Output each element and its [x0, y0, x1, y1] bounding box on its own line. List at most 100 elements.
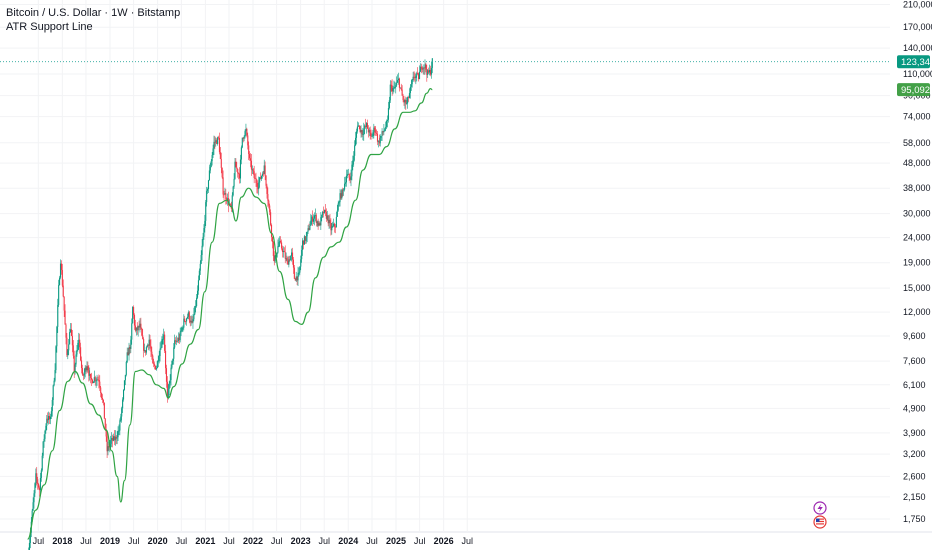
candle [298, 267, 300, 277]
candle-body [125, 361, 127, 375]
candle-body [158, 356, 160, 362]
candle [390, 80, 392, 92]
candle [253, 165, 255, 184]
candle-body [302, 240, 305, 245]
candle [223, 190, 225, 201]
candle [282, 246, 284, 258]
candle [321, 214, 323, 222]
candle [67, 348, 69, 360]
candle-body [149, 339, 151, 346]
candle-body [361, 130, 363, 135]
candle-body [353, 155, 355, 161]
candle-body [269, 205, 271, 213]
candle [71, 329, 73, 353]
candle-body [199, 263, 201, 271]
candle-body [277, 246, 279, 253]
candle-body [303, 236, 305, 245]
candle [52, 384, 54, 406]
candle-body [395, 85, 397, 88]
candle [33, 490, 35, 509]
candle-body [99, 381, 101, 388]
candle [311, 214, 313, 225]
candle [404, 98, 406, 109]
candle [123, 380, 126, 391]
candle [394, 81, 396, 89]
candle [125, 360, 127, 377]
event-icons[interactable] [813, 501, 827, 529]
candle [137, 325, 139, 337]
candle [110, 435, 112, 449]
candle-body [407, 97, 410, 99]
candle [340, 190, 342, 200]
candle [76, 344, 78, 357]
candle [314, 208, 316, 222]
candlestick-series [28, 58, 433, 550]
candle-body [355, 131, 358, 138]
candle [264, 161, 266, 181]
candle-body [203, 228, 205, 237]
lightning-event-icon[interactable] [813, 501, 827, 515]
candle-body [314, 215, 316, 216]
candle [200, 250, 202, 265]
candle-body [80, 360, 83, 369]
candle-body [358, 125, 360, 127]
candle [292, 256, 294, 274]
candle [381, 128, 383, 141]
candle [218, 132, 221, 155]
candle-body [284, 252, 286, 259]
candle [189, 316, 191, 327]
candle-body [161, 339, 163, 348]
indicator-label[interactable]: ATR Support Line [6, 21, 93, 33]
candle-body [78, 339, 80, 343]
candle-body [163, 334, 165, 339]
candle-body [140, 323, 142, 329]
candle-body [144, 350, 147, 353]
candle [341, 188, 343, 200]
candle-body [180, 330, 182, 332]
candle-body [299, 266, 301, 273]
candle-body [321, 214, 323, 218]
candle [172, 358, 174, 365]
us-flag-event-icon[interactable] [813, 515, 827, 529]
candle [179, 327, 181, 343]
candle [313, 212, 316, 226]
y-tick-label: 6,100 [903, 380, 926, 390]
candle-body [399, 87, 401, 89]
candle-body [374, 127, 376, 131]
candle [304, 236, 306, 244]
candle [58, 279, 60, 307]
candle-body [387, 108, 390, 120]
candle-body [397, 78, 400, 81]
candle [91, 372, 93, 386]
candle-body [392, 88, 394, 92]
candle-body [234, 161, 236, 179]
candle [116, 430, 118, 445]
candle [131, 318, 133, 345]
candle-body [198, 270, 200, 281]
y-tick-label: 2,600 [903, 471, 926, 481]
candle [207, 187, 209, 194]
candle [63, 296, 65, 317]
candle-body [40, 470, 42, 478]
candle [250, 154, 252, 176]
candle-body [53, 380, 55, 386]
candle [153, 358, 155, 368]
candle [119, 418, 121, 436]
candle-body [127, 352, 129, 356]
candle [91, 378, 94, 384]
candle [217, 135, 220, 140]
y-tick-label: 19,000 [903, 258, 931, 268]
time-axis[interactable]: Jul 2018 Jul 2019 Jul 2020 Jul 2021 Jul 2022 Jul 20… [33, 536, 473, 546]
symbol-title[interactable]: Bitcoin / U.S. Dollar · 1W · Bitstamp [6, 7, 181, 19]
candle-body [390, 84, 392, 86]
candle-body [46, 418, 48, 426]
candle [164, 331, 166, 353]
candle-body [204, 220, 206, 229]
candle-body [122, 389, 125, 400]
candle-body [233, 178, 235, 187]
candle-body [68, 344, 70, 351]
candle-body [380, 135, 382, 138]
candle-body [343, 189, 345, 191]
candle-body [255, 178, 257, 183]
